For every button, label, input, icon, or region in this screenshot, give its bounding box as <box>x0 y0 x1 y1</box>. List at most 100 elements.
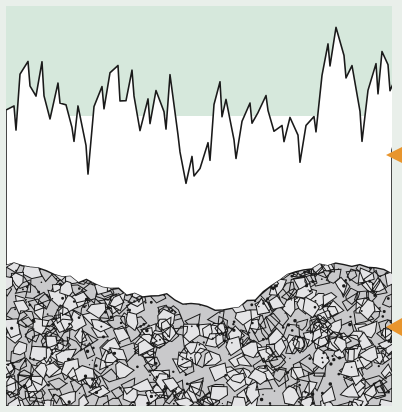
rock-speck <box>332 358 336 362</box>
rock-speck <box>389 341 392 344</box>
rock-speck <box>250 303 254 307</box>
rock-speck <box>109 315 113 319</box>
rock-speck <box>198 404 201 406</box>
rock-grain <box>326 299 345 318</box>
rock-speck <box>102 335 105 339</box>
rock-speck <box>154 394 157 397</box>
rock-speck <box>313 374 315 377</box>
rock-grain <box>24 390 38 406</box>
rock-speck <box>258 305 260 308</box>
rock-speck <box>207 360 210 363</box>
rock-grain <box>137 338 156 357</box>
rock-speck <box>350 366 353 368</box>
rock-speck <box>115 360 118 363</box>
rock-speck <box>146 401 150 405</box>
rock-speck <box>174 310 176 313</box>
rock-speck <box>85 349 90 353</box>
rock-grain <box>346 268 365 284</box>
rock-speck <box>67 357 70 361</box>
rock-speck <box>379 403 382 406</box>
rock-grain <box>274 337 287 358</box>
rock-speck <box>356 359 359 362</box>
rock-grain <box>380 343 392 364</box>
rock-speck <box>78 287 81 290</box>
rock-speck <box>142 322 146 326</box>
rock-grain <box>17 369 34 384</box>
rock-speck <box>344 279 347 282</box>
rock-speck <box>106 306 111 310</box>
rock-speck <box>259 397 264 402</box>
rock-grain <box>380 363 392 379</box>
rock-grain <box>307 372 326 392</box>
rock-speck <box>389 321 392 324</box>
rock-speck <box>382 310 386 313</box>
rock-speck <box>232 320 236 324</box>
rock-grain <box>357 345 379 363</box>
rock-speck <box>77 316 81 319</box>
rock-grain <box>295 318 309 331</box>
rock-speck <box>70 403 73 405</box>
rock-speck <box>303 270 306 274</box>
rock-grain <box>363 269 381 294</box>
rock-speck <box>145 328 149 333</box>
rock-speck <box>118 342 121 345</box>
rock-speck <box>364 392 367 394</box>
rock-grain <box>267 349 287 369</box>
rock-speck <box>56 309 59 311</box>
rock-grain <box>47 388 63 405</box>
rock-speck <box>185 382 189 386</box>
rock-grain <box>234 309 253 326</box>
rock-speck <box>321 356 324 359</box>
rock-grain <box>268 295 286 310</box>
rock-speck <box>231 342 233 344</box>
rock-grain <box>18 357 35 379</box>
rock-speck <box>266 297 270 301</box>
rock-speck <box>47 383 50 387</box>
rock-speck <box>371 283 375 286</box>
rock-speck <box>290 274 294 278</box>
rock-grain <box>333 335 347 354</box>
rock-grain <box>341 291 359 312</box>
rock-grain <box>37 293 51 310</box>
rock-grain <box>177 358 195 376</box>
rock-speck <box>136 365 139 369</box>
rock-speck <box>281 326 285 329</box>
rock-grain <box>353 290 369 308</box>
rock-speck <box>228 353 230 355</box>
rock-speck <box>331 354 334 358</box>
rock-speck <box>269 404 272 406</box>
rock-speck <box>83 374 88 378</box>
rock-speck <box>105 365 109 369</box>
rock-speck <box>203 364 205 367</box>
rock-grain <box>313 316 333 334</box>
rock-grain <box>372 379 390 394</box>
rock-speck <box>311 279 315 284</box>
rock-grain <box>201 323 223 341</box>
rock-speck <box>10 391 13 394</box>
rock-speck <box>23 384 26 388</box>
rock-speck <box>342 284 346 288</box>
rock-grain <box>87 384 111 398</box>
rock-speck <box>95 386 98 389</box>
rock-speck <box>59 304 62 307</box>
rock-speck <box>170 309 174 312</box>
rock-grain <box>327 331 345 351</box>
rock-grain <box>34 362 48 380</box>
rock-grain <box>193 341 208 354</box>
rock-speck <box>261 338 265 341</box>
rock-speck <box>103 310 108 314</box>
rock-grain <box>47 377 68 391</box>
rock-speck <box>149 374 151 377</box>
rock-speck <box>149 394 153 398</box>
rock-speck <box>126 309 129 312</box>
rock-speck <box>28 303 32 307</box>
rock-speck <box>17 404 20 406</box>
rock-grain <box>16 310 36 329</box>
rock-speck <box>172 402 175 405</box>
rock-grain <box>208 362 228 382</box>
rock-speck <box>68 322 71 326</box>
rock-speck <box>348 322 352 327</box>
rock-speck <box>381 315 385 318</box>
rock-grain <box>93 356 107 375</box>
